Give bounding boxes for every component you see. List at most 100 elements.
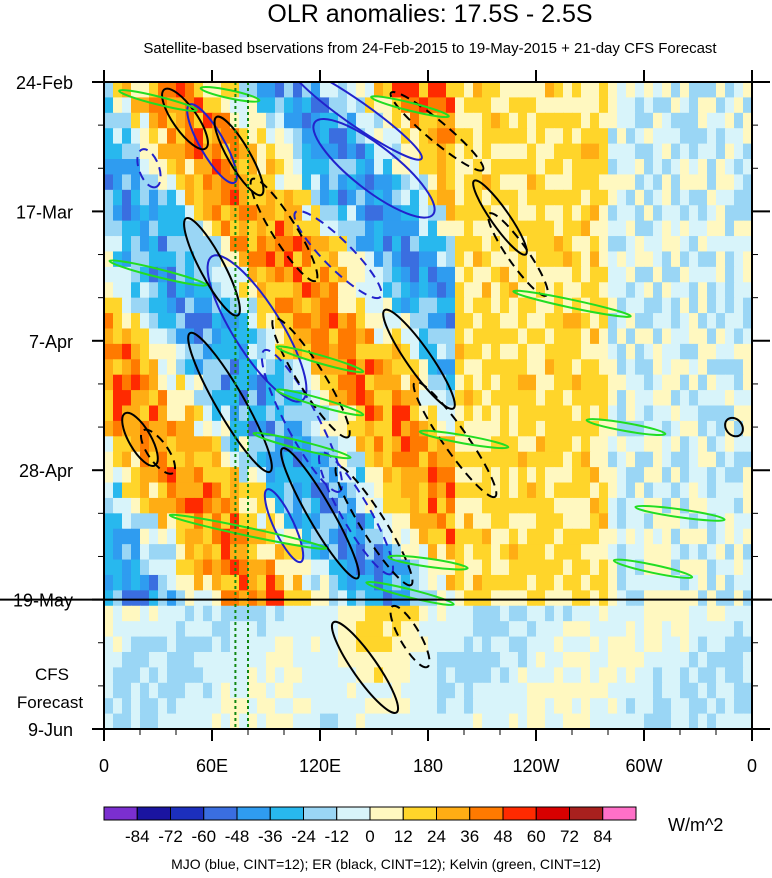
heat-cell (518, 513, 528, 530)
heat-cell (590, 528, 600, 545)
heat-cell (374, 174, 384, 191)
heat-cell (248, 390, 258, 407)
heat-cell (599, 143, 609, 160)
heat-cell (176, 343, 186, 360)
heat-cell (158, 651, 168, 668)
heat-cell (338, 667, 348, 684)
heat-cell (716, 559, 726, 576)
heat-cell (743, 420, 752, 437)
heat-cell (446, 97, 456, 114)
heat-cell (365, 574, 375, 591)
heat-cell (482, 436, 492, 453)
heat-cell (122, 112, 132, 129)
heat-cell (131, 374, 141, 391)
heat-cell (293, 205, 303, 222)
heat-cell (536, 143, 546, 160)
heat-cell (689, 682, 699, 699)
heat-cell (482, 220, 492, 237)
heat-cell (653, 328, 663, 345)
heat-cell (671, 559, 681, 576)
heat-cell (527, 189, 537, 206)
heat-cell (707, 590, 717, 607)
heat-cell (122, 282, 132, 299)
heat-cell (221, 251, 231, 268)
heat-cell (446, 559, 456, 576)
heat-cell (491, 651, 501, 668)
heat-cell (239, 359, 249, 376)
heat-cell (734, 405, 744, 422)
heat-cell (248, 621, 258, 638)
heat-cell (365, 328, 375, 345)
heat-cell (221, 451, 231, 468)
heat-cell (212, 82, 222, 98)
kelvin-contour (108, 259, 208, 287)
heat-cell (194, 682, 204, 699)
heat-cell (500, 698, 510, 715)
heat-cell (113, 266, 123, 283)
heat-cell (167, 682, 177, 699)
heat-cell (293, 544, 303, 561)
heat-cell (590, 513, 600, 530)
heat-cell (113, 482, 123, 499)
heat-cell (680, 544, 690, 561)
heat-cell (698, 436, 708, 453)
heat-cell (734, 574, 744, 591)
heat-cell (725, 436, 735, 453)
heat-cell (230, 97, 240, 114)
heat-cell (167, 313, 177, 330)
colorbar: -84 -72 -60 -48 -36 -24 -12 0 12 24 36 48 60 72 84 (103, 806, 637, 846)
heat-cell (356, 605, 366, 622)
heat-cell (599, 605, 609, 622)
heat-cell (662, 189, 672, 206)
heat-cell (527, 574, 537, 591)
heat-cell (383, 82, 393, 98)
heat-cell (428, 713, 438, 729)
heat-cell (716, 497, 726, 514)
heat-cell (500, 328, 510, 345)
heat-cell (356, 590, 366, 607)
heat-cell (221, 189, 231, 206)
heat-cell (257, 497, 267, 514)
heat-cell (671, 313, 681, 330)
heat-cell (113, 97, 123, 114)
heat-cell (671, 205, 681, 222)
heat-cell (293, 159, 303, 176)
heat-cell (428, 236, 438, 253)
heat-cell (293, 328, 303, 345)
heat-cell (383, 128, 393, 145)
heat-cell (671, 405, 681, 422)
heat-cell (671, 143, 681, 160)
heat-cell (518, 590, 528, 607)
heatmap-field (104, 82, 752, 729)
heat-cell (419, 297, 429, 314)
heat-cell (419, 220, 429, 237)
heat-cell (347, 713, 357, 729)
heat-cell (122, 266, 132, 283)
heat-cell (131, 143, 141, 160)
heat-cell (401, 143, 411, 160)
heat-cell (167, 343, 177, 360)
heat-cell (257, 682, 267, 699)
heat-cell (338, 359, 348, 376)
heat-cell (212, 236, 222, 253)
heat-cell (572, 590, 582, 607)
heat-cell (212, 497, 222, 514)
heat-cell (437, 328, 447, 345)
heat-cell (356, 420, 366, 437)
heat-cell (455, 220, 465, 237)
heat-cell (662, 390, 672, 407)
heat-cell (320, 651, 330, 668)
heat-cell (689, 236, 699, 253)
heat-cell (266, 128, 276, 145)
heat-cell (230, 559, 240, 576)
heat-cell (302, 328, 312, 345)
heat-cell (707, 251, 717, 268)
colorbar-swatch (136, 806, 171, 821)
heat-cell (590, 436, 600, 453)
heat-cell (626, 682, 636, 699)
heat-cell (383, 159, 393, 176)
heat-cell (275, 528, 285, 545)
heat-cell (365, 189, 375, 206)
heat-cell (680, 420, 690, 437)
heat-cell (617, 574, 627, 591)
